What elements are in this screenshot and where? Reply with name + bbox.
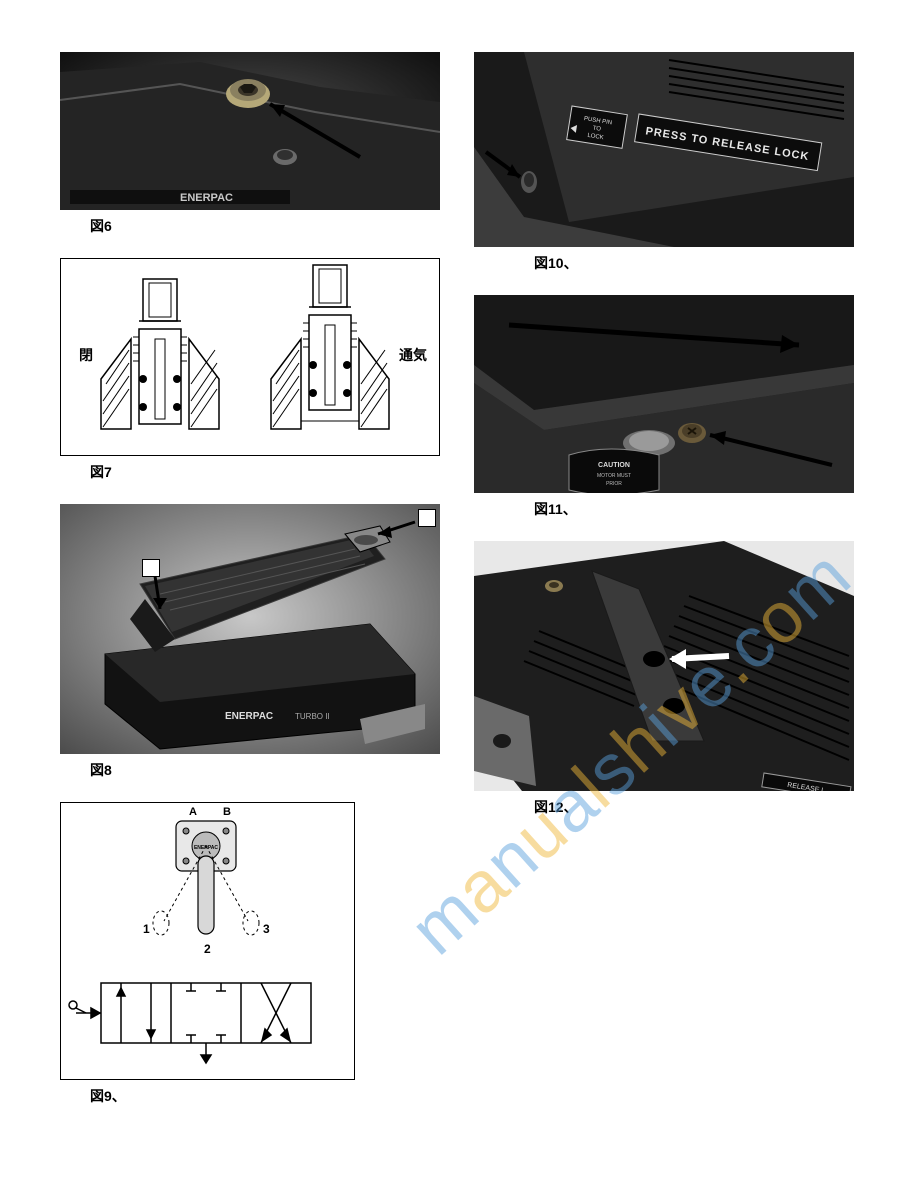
manual-page: manualshive.com <box>0 0 918 1188</box>
figure-8: ENERPAC TURBO II 図8 <box>60 504 444 780</box>
fig7-diagram <box>61 259 441 457</box>
fig11-caption: 図11、 <box>474 499 858 519</box>
right-column: PRESS TO RELEASE LOCK PUSH PIN TO LOCK <box>474 52 858 1128</box>
two-column-layout: ENERPAC 図6 <box>60 52 858 1128</box>
fig7-label-vent: 通気 <box>399 345 427 365</box>
fig12-photo: RELEASE L <box>474 541 854 791</box>
figure-9: ENERPAC A B <box>60 802 444 1106</box>
svg-text:CAUTION: CAUTION <box>598 462 630 469</box>
fig12-caption: 図12、 <box>474 797 858 817</box>
fig9-pos3: 3 <box>263 922 270 936</box>
figure-11: CAUTION MOTOR MUST PRIOR 図11、 <box>474 295 858 519</box>
svg-text:ENERPAC: ENERPAC <box>225 711 273 722</box>
fig7-caption: 図7 <box>60 462 444 482</box>
figure-10: PRESS TO RELEASE LOCK PUSH PIN TO LOCK <box>474 52 858 273</box>
fig11-photo: CAUTION MOTOR MUST PRIOR <box>474 295 854 493</box>
fig10-photo: PRESS TO RELEASE LOCK PUSH PIN TO LOCK <box>474 52 854 247</box>
fig6-photo: ENERPAC <box>60 52 440 210</box>
fig7-label-closed: 閉 <box>79 345 93 365</box>
figure-7: 閉 通気 図7 <box>60 258 444 482</box>
fig9-pos1: 1 <box>143 922 150 936</box>
svg-text:MOTOR MUST: MOTOR MUST <box>597 473 631 479</box>
svg-text:TURBO II: TURBO II <box>295 712 330 721</box>
figure-12: RELEASE L 図12、 <box>474 541 858 817</box>
fig8-callout-a <box>418 509 436 527</box>
fig9-diagram: ENERPAC A B <box>61 803 356 1081</box>
fig8-caption: 図8 <box>60 760 444 780</box>
left-column: ENERPAC 図6 <box>60 52 444 1128</box>
figure-6: ENERPAC 図6 <box>60 52 444 236</box>
fig9-caption: 図9、 <box>60 1086 444 1106</box>
fig8-callout-b <box>142 559 160 577</box>
fig10-caption: 図10、 <box>474 253 858 273</box>
fig9-port-a: A <box>189 806 197 818</box>
fig6-caption: 図6 <box>60 216 444 236</box>
fig9-pos2: 2 <box>204 942 211 956</box>
fig8-photo: ENERPAC TURBO II <box>60 504 440 754</box>
fig9-port-b: B <box>223 806 231 818</box>
svg-text:ENERPAC: ENERPAC <box>180 192 233 204</box>
svg-text:PRIOR: PRIOR <box>606 481 622 487</box>
